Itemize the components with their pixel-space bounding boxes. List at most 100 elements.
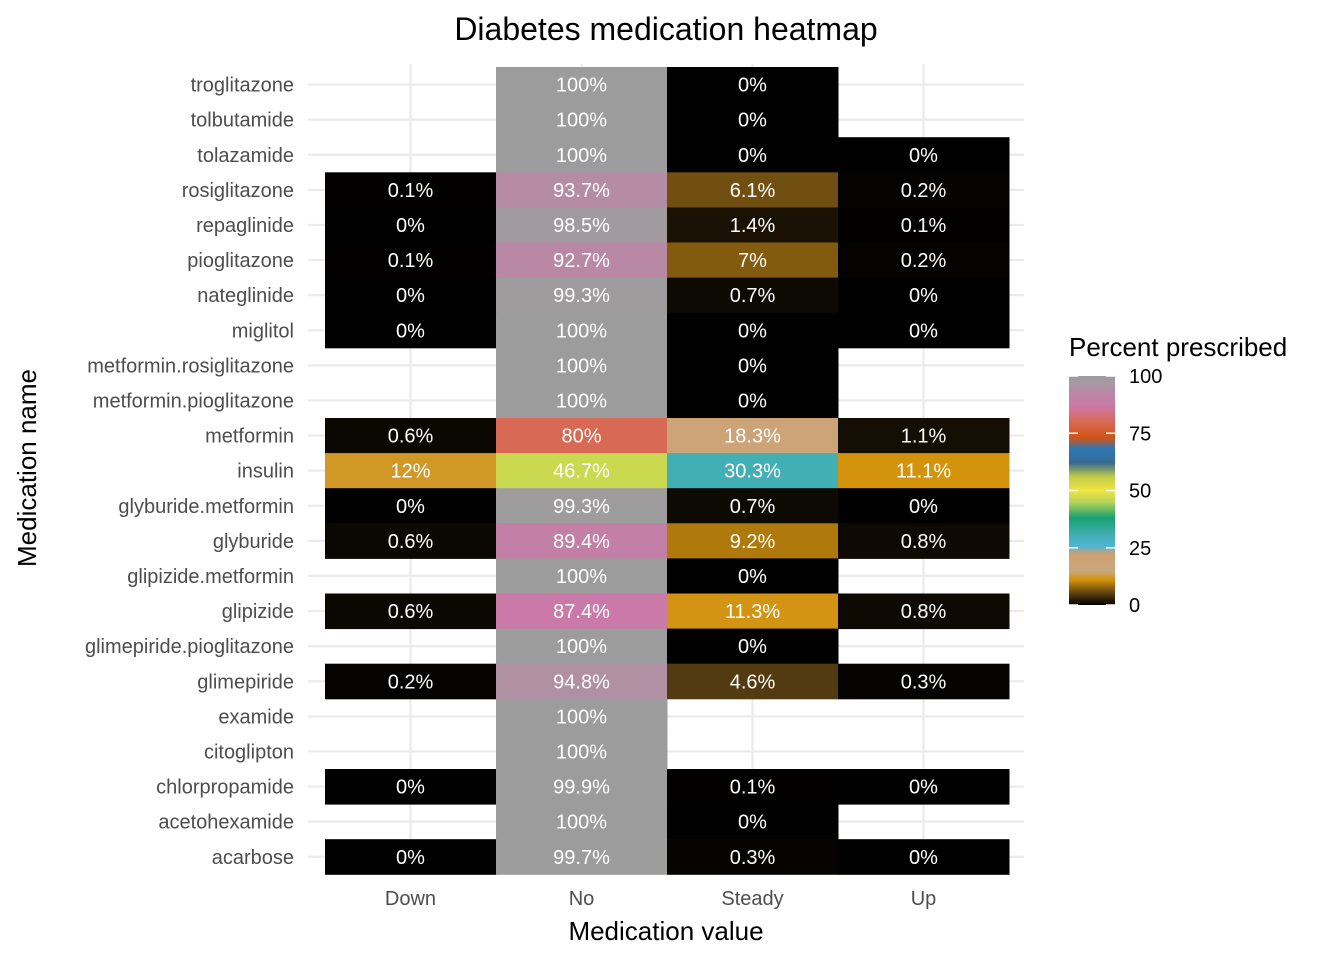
legend-tick-label: 75 [1129,423,1151,445]
y-tick-label: metformin.rosiglitazone [87,355,294,377]
heatmap-cell [496,804,668,840]
y-tick-label: metformin.pioglitazone [93,390,294,412]
heatmap-cell [496,453,668,489]
cell-value-label: 0% [738,636,767,658]
heatmap-cell [496,558,668,594]
y-tick-label: tolbutamide [191,110,294,132]
heatmap-cell [325,769,497,805]
cell-value-label: 0% [396,320,425,342]
heatmap-cell [496,207,668,243]
y-tick-label: glyburide.metformin [118,496,294,518]
y-tick-label: citoglipton [204,741,294,763]
y-tick-label: glimepiride [197,671,294,693]
heatmap-cell [496,382,668,419]
cell-value-label: 9.2% [730,531,776,553]
y-tick-label: miglitol [232,320,294,342]
y-tick-label: examide [218,706,294,728]
cell-value-label: 99.3% [553,496,610,518]
heatmap-cell [496,839,668,875]
heatmap-cell [667,67,839,103]
heatmap-cell [667,453,839,489]
heatmap-cell [325,418,497,454]
cell-value-label: 0.3% [901,671,947,693]
cell-value-label: 100% [556,636,607,658]
cell-value-label: 0% [396,777,425,799]
cell-value-label: 0.2% [901,250,947,272]
cell-value-label: 0.7% [730,496,776,518]
heatmap-cell [325,488,497,524]
cell-value-label: 18.3% [724,426,781,448]
heatmap-cell [496,137,668,173]
y-tick-label: glipizide [222,601,294,623]
cell-value-label: 0% [738,320,767,342]
cell-value-label: 89.4% [553,531,610,553]
y-tick-label: troglitazone [191,75,294,97]
cell-value-label: 1.1% [901,426,947,448]
heatmap-cell [325,453,497,489]
y-tick-label: metformin [205,426,294,448]
cell-value-label: 0% [909,777,938,799]
heatmap-cell [496,277,668,314]
heatmap-cell [667,418,839,454]
cell-value-label: 99.7% [553,847,610,869]
y-tick-label: glyburide [213,531,294,553]
cell-value-label: 0.6% [388,601,434,623]
cell-value-label: 46.7% [553,461,610,483]
heatmap-cell [667,488,839,524]
heatmap-cell [667,558,839,594]
heatmap-cell [325,593,497,630]
y-tick-label: acarbose [212,847,294,869]
x-tick-label: Steady [721,888,783,910]
legend-ticks: 0 25 50 75 100 [1069,366,1162,617]
heatmap-cell [325,312,497,349]
heatmap-cell [667,172,839,208]
cell-value-label: 0% [738,145,767,167]
cell-value-label: 0.1% [730,777,776,799]
heatmap-cell [667,804,839,840]
cell-value-label: 98.5% [553,215,610,237]
y-tick-label: pioglitazone [187,250,294,272]
cell-labels: 100% 0% 100% 0% 100% 0% 0% 0.1% 93.7% 6.1% 0.2% 0% 9… [388,75,952,869]
cell-value-label: 80% [561,426,601,448]
cell-value-label: 0% [738,110,767,132]
heatmap-cell [838,663,1010,700]
heatmap-cell [496,593,668,630]
heatmap-cell [325,839,497,875]
heatmap-cell [496,102,668,138]
cell-value-label: 6.1% [730,180,776,202]
heatmap-cell [838,523,1010,559]
heatmap-cell [667,628,839,665]
cell-value-label: 11.1% [896,461,951,483]
cell-value-label: 30.3% [724,461,781,483]
heatmap-cell [838,418,1010,454]
heatmap-cell [496,312,668,349]
heatmap-cell [838,242,1010,279]
cell-value-label: 0.6% [388,531,434,553]
heatmap-cell [838,593,1010,630]
cell-value-label: 0% [909,496,938,518]
cell-value-label: 99.9% [553,777,610,799]
cell-value-label: 0% [909,285,938,307]
heatmap-cell [496,523,668,559]
y-tick-label: nateglinide [197,285,294,307]
cell-value-label: 7% [738,250,767,272]
heatmap-cell [325,663,497,700]
heatmap-cell [325,172,497,208]
cell-value-label: 0.1% [388,180,434,202]
y-tick-label: rosiglitazone [182,180,294,202]
heatmap-cell [838,769,1010,805]
heatmap-cell [667,102,839,138]
cell-value-label: 0% [396,847,425,869]
color-legend: Percent prescribed 0 25 50 75 100 [1069,332,1287,617]
heatmap-cell [496,418,668,454]
cell-value-label: 0% [909,847,938,869]
x-axis-label: Medication value [568,916,763,946]
y-tick-label: glimepiride.pioglitazone [85,636,294,658]
cell-value-label: 0% [396,285,425,307]
cell-value-label: 92.7% [553,250,610,272]
heatmap-cell [496,769,668,805]
heatmap-cell [838,839,1010,875]
cell-value-label: 100% [556,741,607,763]
heatmap-cell [325,277,497,314]
